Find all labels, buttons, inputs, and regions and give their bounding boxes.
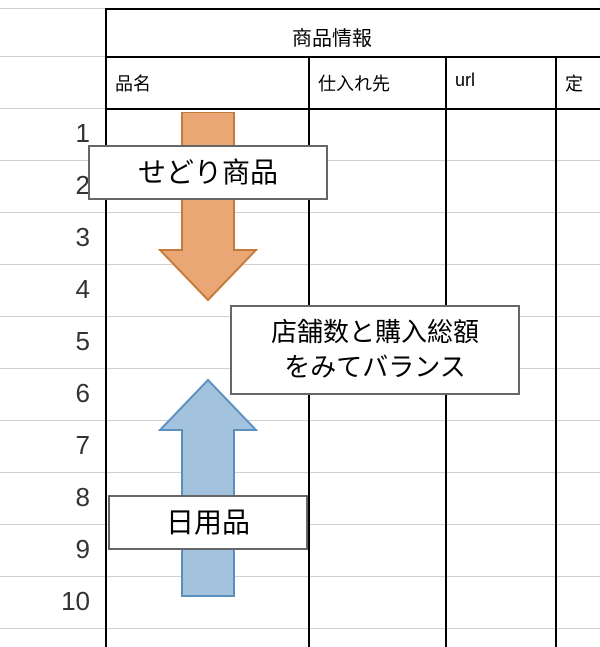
callout-bottom: 日用品 — [108, 495, 308, 550]
callout-top-text: せどり商品 — [138, 154, 278, 192]
row-number: 6 — [50, 378, 90, 409]
col-header-price: 定 — [565, 70, 583, 96]
row-number: 1 — [50, 118, 90, 149]
row-number: 9 — [50, 534, 90, 565]
gridline — [0, 472, 600, 473]
table-border-top — [105, 8, 600, 10]
col-header-url: url — [455, 70, 475, 91]
row-number: 7 — [50, 430, 90, 461]
col-header-name: 品名 — [115, 70, 151, 96]
gridline — [0, 264, 600, 265]
callout-middle-line2: をみてバランス — [284, 352, 465, 382]
col-header-supplier: 仕入れ先 — [318, 70, 390, 96]
down-arrow-icon — [150, 112, 266, 304]
callout-middle: 店舗数と購入総額 をみてバランス — [230, 305, 520, 395]
table-col-border — [105, 8, 107, 647]
row-number: 2 — [50, 170, 90, 201]
up-arrow-icon — [150, 378, 266, 598]
callout-bottom-text: 日用品 — [166, 504, 250, 542]
gridline — [0, 420, 600, 421]
row-number: 4 — [50, 274, 90, 305]
row-number: 10 — [50, 586, 90, 617]
callout-top: せどり商品 — [88, 145, 328, 200]
merged-header: 商品情報 — [292, 22, 372, 51]
gridline — [0, 628, 600, 629]
row-number: 8 — [50, 482, 90, 513]
gridline — [0, 576, 600, 577]
table-border-header-bottom — [105, 108, 600, 110]
table-border-header-mid — [105, 56, 600, 58]
callout-middle-text: 店舗数と購入総額 をみてバランス — [271, 315, 479, 385]
gridline — [0, 212, 600, 213]
callout-middle-line1: 店舗数と購入総額 — [271, 317, 479, 347]
table-col-border — [555, 56, 557, 647]
diagram-canvas: { "grid": { "background": "#ffffff", "gr… — [0, 0, 600, 647]
row-number: 3 — [50, 222, 90, 253]
row-number: 5 — [50, 326, 90, 357]
